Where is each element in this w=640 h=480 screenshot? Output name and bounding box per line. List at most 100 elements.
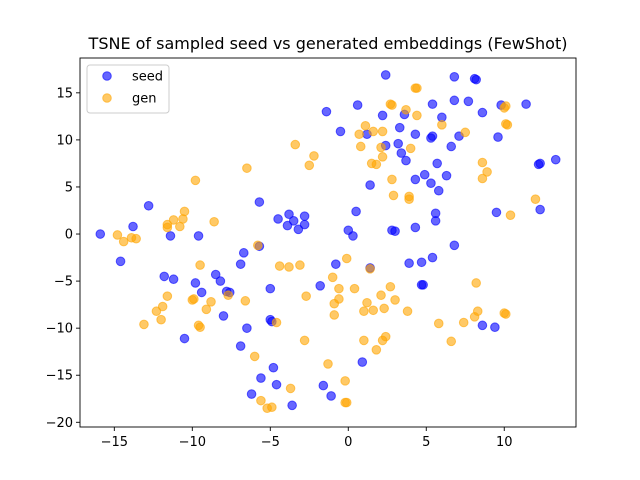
y-tick-label: −5	[54, 275, 73, 290]
data-point-gen	[482, 167, 492, 177]
data-point-seed	[493, 132, 503, 142]
data-point-gen	[242, 163, 252, 173]
x-tick-label: 0	[344, 435, 352, 450]
legend-label-seed: seed	[132, 70, 163, 85]
data-point-seed	[535, 204, 545, 215]
data-point-gen	[390, 295, 400, 305]
data-point-seed	[115, 256, 126, 267]
data-point-seed	[287, 400, 297, 411]
data-point-seed	[238, 248, 249, 258]
data-point-gen	[433, 318, 444, 329]
data-point-gen	[206, 297, 216, 307]
data-point-gen	[256, 395, 266, 406]
data-point-seed	[268, 362, 279, 373]
data-point-seed	[351, 206, 361, 217]
data-point-gen	[354, 129, 364, 140]
data-point-gen	[359, 306, 369, 317]
data-point-seed	[196, 287, 207, 298]
chart-title: TSNE of sampled seed vs generated embedd…	[88, 34, 568, 53]
data-point-seed	[190, 278, 201, 288]
data-point-seed	[396, 148, 407, 158]
data-point-seed	[410, 129, 421, 140]
x-tick-label: 5	[422, 435, 430, 450]
data-point-gen	[477, 157, 488, 168]
legend: seed gen	[86, 64, 170, 114]
data-point-gen	[295, 260, 305, 270]
data-point-gen	[502, 120, 513, 130]
data-point-gen	[458, 317, 469, 328]
data-point-gen	[201, 304, 212, 315]
data-point-seed	[265, 283, 276, 294]
data-point-seed	[335, 126, 346, 137]
data-point-gen	[340, 376, 350, 386]
data-point-seed	[271, 379, 282, 390]
data-point-seed	[430, 216, 441, 226]
data-point-gen	[349, 283, 360, 294]
data-point-gen	[412, 83, 422, 93]
data-point-seed	[193, 231, 204, 241]
data-point-seed	[218, 311, 229, 321]
data-point-gen	[412, 110, 422, 121]
data-point-gen	[329, 298, 340, 309]
data-point-seed	[352, 100, 363, 110]
data-point-gen	[118, 236, 129, 247]
data-point-seed	[242, 323, 252, 333]
data-point-gen	[377, 335, 388, 346]
data-point-gen	[368, 126, 379, 137]
data-point-seed	[256, 373, 266, 383]
data-point-gen	[365, 264, 375, 274]
data-point-gen	[240, 296, 251, 306]
data-point-gen	[362, 297, 372, 308]
data-point-seed	[449, 240, 460, 251]
data-point-gen	[471, 278, 481, 288]
data-point-seed	[446, 141, 457, 152]
data-point-gen	[285, 383, 296, 394]
legend-label-gen: gen	[132, 92, 157, 107]
data-point-gen	[139, 319, 149, 330]
data-point-gen	[530, 194, 541, 204]
data-point-seed	[449, 72, 460, 82]
data-point-gen	[360, 120, 371, 131]
data-point-gen	[327, 272, 338, 283]
data-point-seed	[449, 95, 460, 106]
y-tick-label: −15	[46, 369, 73, 384]
data-point-seed	[410, 174, 421, 185]
data-point-seed	[365, 180, 375, 190]
data-point-seed	[535, 158, 545, 169]
data-point-gen	[341, 397, 352, 408]
data-point-gen	[376, 142, 386, 153]
data-point-seed	[299, 219, 310, 230]
data-point-seed	[321, 106, 332, 117]
data-point-gen	[376, 290, 386, 301]
data-point-gen	[405, 143, 416, 154]
data-point-gen	[388, 190, 399, 201]
y-tick-label: 5	[65, 180, 73, 195]
data-point-gen	[156, 314, 166, 325]
data-point-gen	[223, 290, 233, 301]
data-point-gen	[377, 152, 388, 162]
data-point-seed	[427, 252, 438, 263]
data-point-seed	[419, 169, 430, 180]
data-point-gen	[469, 312, 480, 322]
data-point-gen	[112, 230, 123, 240]
y-tick-label: −10	[46, 322, 73, 337]
data-point-seed	[326, 391, 336, 401]
data-point-seed	[293, 224, 304, 235]
data-point-seed	[401, 155, 411, 166]
data-point-gen	[274, 261, 285, 271]
x-tick-label: −10	[179, 435, 206, 450]
data-point-seed	[210, 269, 221, 280]
data-point-gen	[253, 240, 263, 251]
data-point-gen	[131, 233, 141, 244]
y-tick-label: 0	[65, 228, 73, 243]
data-point-seed	[128, 221, 138, 232]
data-point-seed	[273, 214, 283, 224]
data-point-seed	[427, 99, 438, 109]
data-point-gen	[162, 291, 173, 301]
data-point-seed	[254, 197, 265, 207]
data-point-gen	[387, 100, 397, 110]
data-point-seed	[390, 226, 400, 236]
data-point-gen	[385, 281, 396, 292]
data-point-seed	[315, 281, 326, 291]
